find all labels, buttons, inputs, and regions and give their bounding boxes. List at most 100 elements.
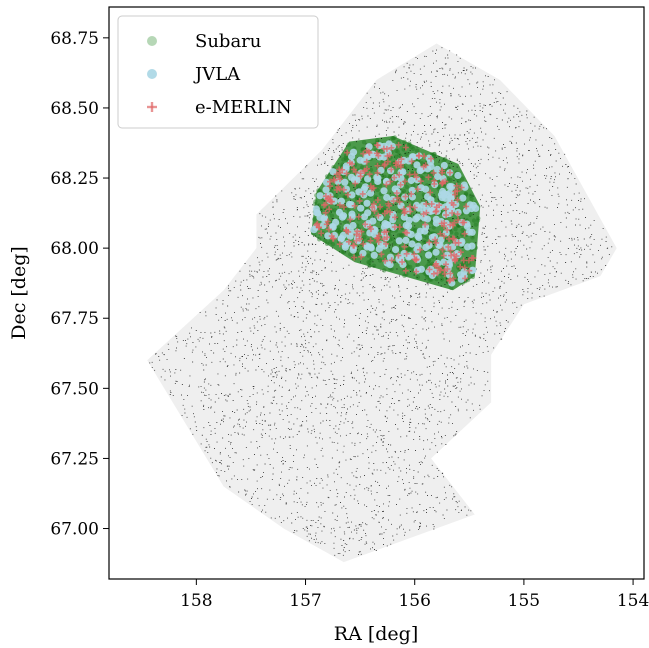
- jvla-point: [320, 214, 329, 222]
- emerlin-point: [395, 252, 402, 259]
- jvla-point: [391, 185, 399, 193]
- emerlin-point: [383, 228, 390, 235]
- subaru-point: [390, 236, 395, 241]
- emerlin-point: [397, 181, 404, 188]
- jvla-point: [400, 213, 408, 221]
- emerlin-point: [440, 252, 447, 259]
- x-tick-label: 155: [508, 591, 540, 611]
- emerlin-point: [359, 190, 366, 197]
- x-axis-label: RA [deg]: [334, 623, 418, 645]
- emerlin-point: [437, 266, 444, 273]
- emerlin-point: [453, 182, 460, 189]
- emerlin-point: [451, 235, 458, 242]
- emerlin-point: [367, 183, 374, 190]
- subaru-point: [424, 235, 429, 240]
- legend-frame: [117, 15, 319, 129]
- subaru-point: [382, 206, 387, 211]
- subaru-point: [411, 146, 416, 151]
- jvla-point: [324, 232, 332, 240]
- emerlin-point: [399, 258, 406, 265]
- emerlin-point: [357, 235, 363, 242]
- subaru-point: [330, 242, 336, 247]
- emerlin-point: [401, 243, 408, 250]
- subaru-point: [359, 165, 365, 170]
- emerlin-point: [329, 198, 335, 205]
- jvla-point: [433, 165, 441, 173]
- emerlin-point: [367, 237, 374, 244]
- subaru-point: [470, 235, 475, 240]
- y-tick-label: 68.75: [50, 29, 99, 49]
- x-tick-label: 157: [289, 591, 321, 611]
- subaru-point: [406, 246, 411, 252]
- emerlin-point: [360, 240, 367, 247]
- subaru-point: [432, 151, 437, 157]
- emerlin-point: [369, 204, 376, 211]
- subaru-point: [361, 140, 367, 145]
- emerlin-point: [411, 256, 418, 263]
- subaru-point: [366, 259, 371, 265]
- emerlin-point: [366, 150, 373, 156]
- subaru-point: [334, 228, 340, 233]
- subaru-point: [382, 174, 387, 179]
- emerlin-point: [439, 246, 446, 253]
- emerlin-point: [395, 141, 402, 148]
- x-axis: 158 157 156 155 154: [180, 579, 649, 611]
- subaru-point: [397, 152, 402, 158]
- jvla-point: [422, 243, 430, 252]
- subaru-point: [371, 263, 377, 268]
- subaru-point: [403, 174, 408, 179]
- scatter-points: [149, 47, 613, 556]
- subaru-point: [460, 176, 465, 181]
- emerlin-point: [374, 169, 381, 176]
- emerlin-point: [468, 254, 475, 261]
- subaru-point: [324, 241, 330, 246]
- subaru-point: [387, 174, 392, 179]
- emerlin-point: [343, 227, 350, 234]
- subaru-point: [367, 260, 372, 265]
- subaru-point: [401, 147, 406, 152]
- emerlin-point: [463, 203, 470, 210]
- subaru-point: [415, 148, 420, 153]
- jvla-point: [454, 171, 462, 180]
- emerlin-point: [345, 238, 352, 245]
- emerlin-point: [441, 271, 448, 277]
- legend-label-subaru: Subaru: [195, 31, 261, 52]
- emerlin-point: [442, 206, 449, 213]
- subaru-point: [470, 274, 475, 280]
- subaru-point: [394, 154, 399, 159]
- subaru-point: [332, 208, 338, 213]
- emerlin-point: [314, 220, 321, 227]
- emerlin-point: [413, 174, 420, 181]
- jvla-point: [337, 197, 345, 205]
- jvla-point: [349, 221, 357, 230]
- subaru-point: [392, 135, 397, 140]
- subaru-point: [346, 142, 351, 147]
- jvla-point: [348, 191, 356, 199]
- subaru-point: [390, 136, 395, 141]
- subaru-point: [404, 151, 409, 157]
- emerlin-point: [402, 193, 409, 200]
- emerlin-points: [313, 141, 477, 284]
- legend-marker-subaru: [147, 36, 157, 46]
- emerlin-point: [420, 211, 427, 218]
- emerlin-point: [452, 188, 459, 195]
- legend-label-emerlin: e-MERLIN: [195, 97, 292, 118]
- emerlin-point: [368, 226, 374, 233]
- jvla-point: [384, 221, 392, 229]
- subaru-point: [456, 178, 462, 183]
- emerlin-point: [356, 197, 363, 204]
- subaru-point: [407, 246, 413, 252]
- emerlin-point: [443, 261, 449, 268]
- jvla-point: [440, 161, 448, 170]
- emerlin-point: [374, 235, 380, 242]
- emerlin-point: [331, 176, 337, 183]
- emerlin-point: [349, 161, 355, 168]
- subaru-point: [420, 176, 426, 181]
- emerlin-point: [414, 186, 421, 193]
- emerlin-point: [336, 241, 343, 248]
- subaru-point: [448, 177, 453, 183]
- subaru-point: [439, 277, 444, 282]
- subaru-point: [421, 239, 427, 244]
- emerlin-point: [413, 268, 420, 275]
- emerlin-point: [401, 210, 408, 216]
